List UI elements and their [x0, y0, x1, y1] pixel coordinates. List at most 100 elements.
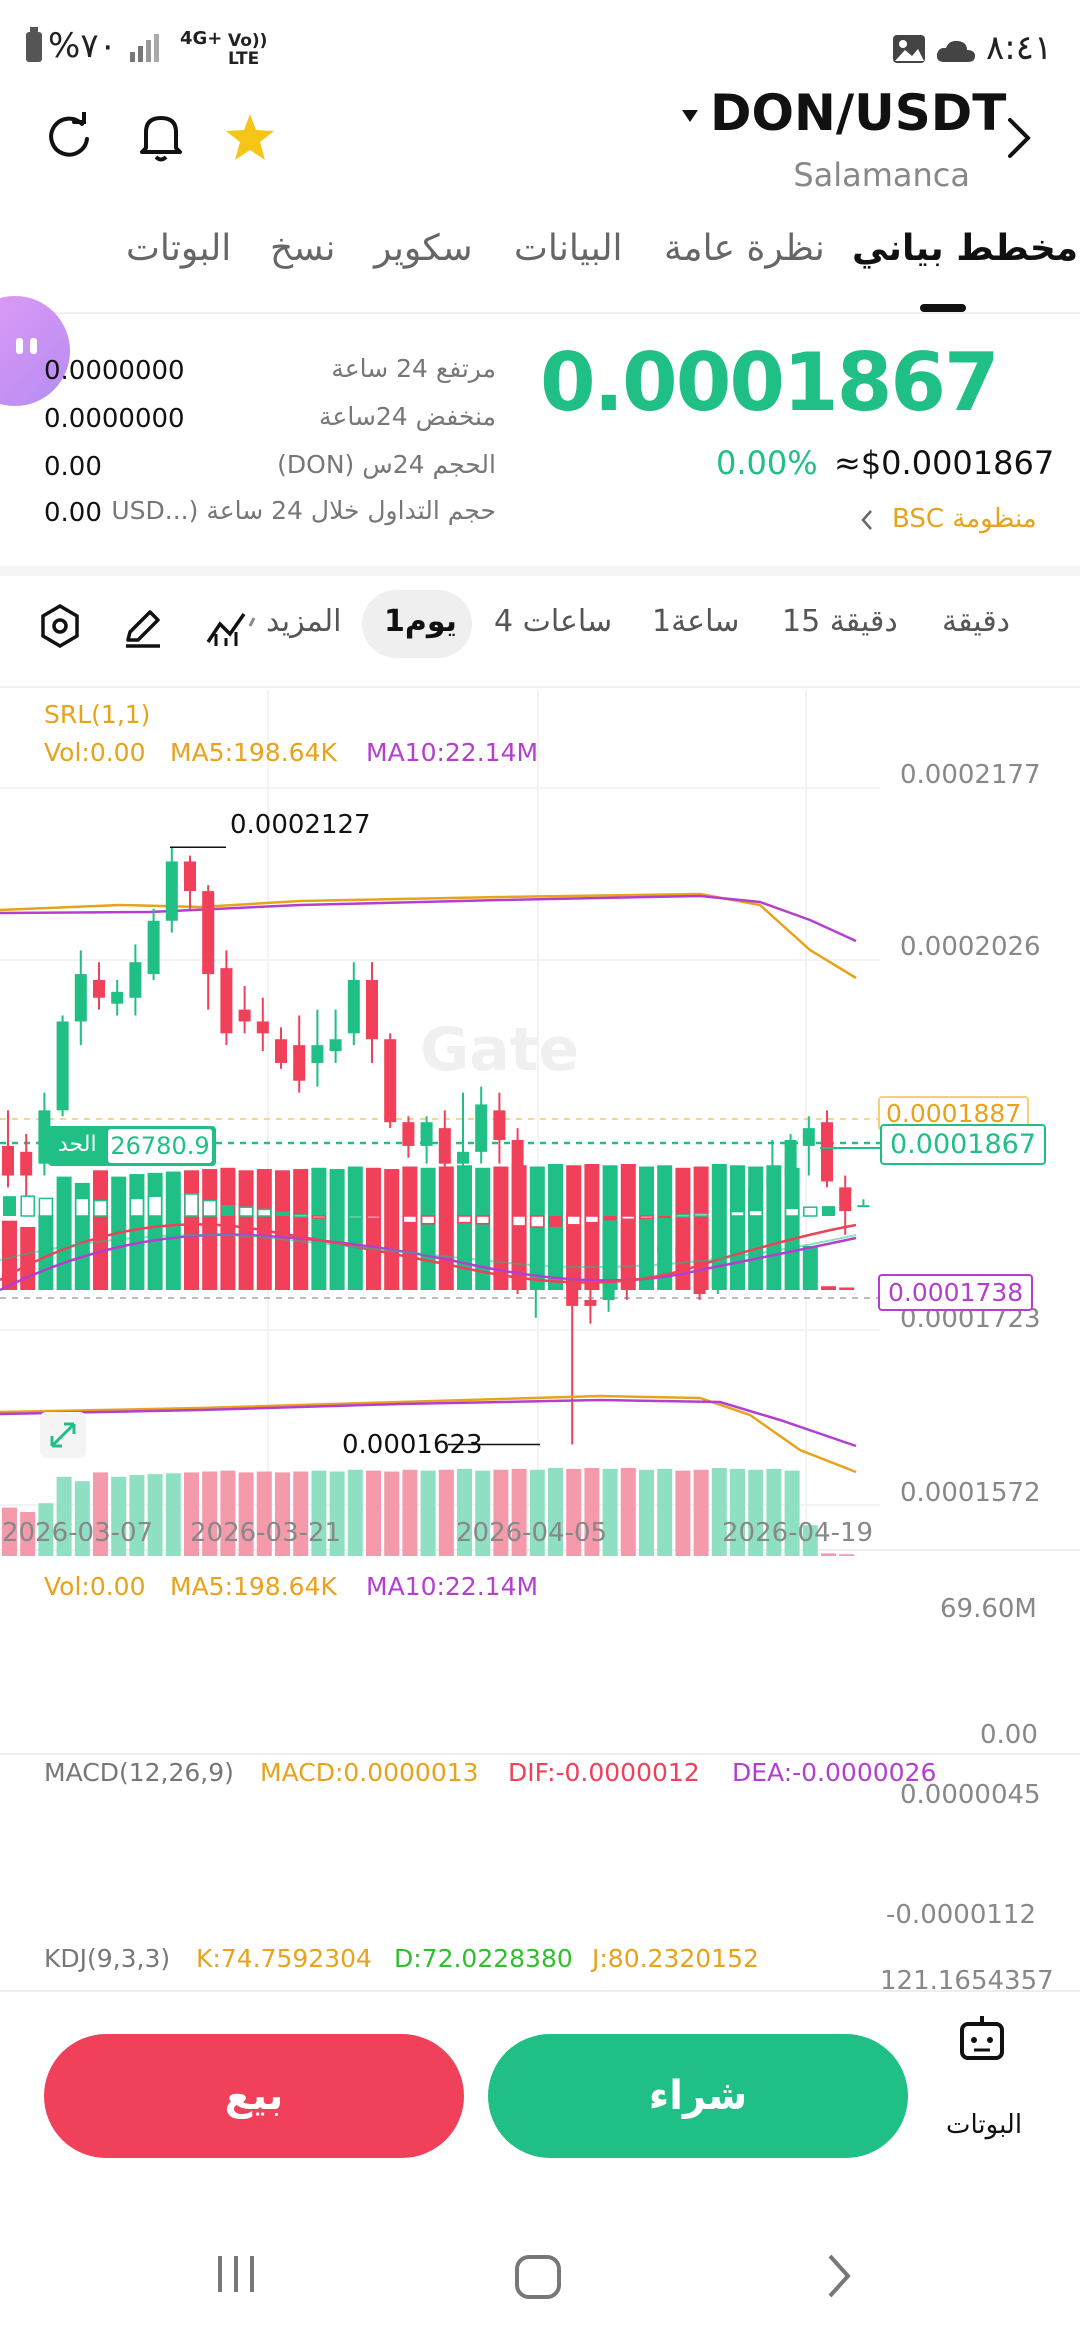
- stat-24h-volume-value: 0.00: [44, 452, 102, 482]
- tab-chart[interactable]: مخطط بياني: [852, 228, 1079, 269]
- volume-bar-main: [366, 1470, 381, 1556]
- chevron-left-icon[interactable]: [860, 508, 874, 532]
- vol-panel-legend: Vol:0.00: [44, 1572, 146, 1601]
- bots-label[interactable]: البوتات: [946, 2110, 1023, 2140]
- candle-body: [111, 991, 124, 1004]
- vol-ma10-line: [0, 1398, 857, 1448]
- tab-square[interactable]: سكوير: [374, 228, 473, 269]
- recent-apps-icon[interactable]: [214, 2254, 260, 2294]
- limit-order-tag[interactable]: الحد 26780.9: [48, 1126, 216, 1166]
- volume-bar: [711, 1164, 727, 1290]
- timeframe-1h[interactable]: 1ساعة: [652, 604, 740, 639]
- timeframe-15m[interactable]: 15 دقيقة: [782, 604, 898, 639]
- home-icon[interactable]: [514, 2254, 562, 2300]
- volume-bar-main: [347, 1469, 363, 1556]
- candle-body: [366, 979, 378, 1040]
- timeframe-more[interactable]: المزيد: [266, 604, 342, 639]
- candle-body: [420, 1122, 433, 1146]
- macd-bar: [494, 1216, 508, 1225]
- stat-24h-low-label: منخفض 24ساعة: [319, 402, 496, 431]
- chevron-right-icon[interactable]: [1004, 116, 1034, 160]
- volume-bar: [202, 1169, 218, 1290]
- volume-bar: [438, 1166, 454, 1290]
- candlestick-chart[interactable]: Gate: [0, 690, 1080, 1990]
- candle-body: [839, 1187, 852, 1212]
- kdj-d: D:72.0228380: [394, 1944, 573, 1973]
- divider: [0, 312, 1080, 314]
- volume-bar: [839, 1287, 855, 1290]
- pair-title[interactable]: DON/USDT: [710, 84, 1007, 142]
- macd-bar: [457, 1215, 472, 1224]
- candle-body: [857, 1205, 870, 1208]
- candle-body: [347, 979, 360, 1034]
- macd-bar: [475, 1215, 490, 1225]
- candle-body: [93, 979, 105, 998]
- buy-button[interactable]: شراء: [488, 2034, 908, 2158]
- indicator-chart-icon[interactable]: [204, 606, 256, 648]
- tab-copy[interactable]: نسخ: [270, 228, 336, 269]
- tab-overview[interactable]: نظرة عامة: [664, 228, 825, 269]
- macd-bar: [730, 1210, 745, 1217]
- tab-bots[interactable]: البوتات: [126, 228, 232, 269]
- macd-bar: [712, 1212, 726, 1216]
- macd-bar: [57, 1200, 71, 1216]
- volume-bar-main: [93, 1472, 108, 1556]
- macd-value: MACD:0.0000013: [260, 1758, 479, 1787]
- macd-bar: [822, 1206, 835, 1216]
- volume-bar-main: [748, 1469, 764, 1556]
- y-tick: 0.0002177: [900, 760, 1041, 790]
- volume-bar-main: [38, 1503, 54, 1556]
- kdj-y-top: 121.1654357: [880, 1966, 1054, 1990]
- y-tick: 0.0002026: [900, 932, 1041, 962]
- volume-bar: [238, 1170, 254, 1290]
- signal-icon: [130, 34, 159, 62]
- volume-bar-main: [220, 1470, 236, 1556]
- candle-body: [457, 1151, 469, 1164]
- volume-bar: [802, 1245, 818, 1290]
- volume-bar-main: [438, 1469, 454, 1556]
- volume-bar: [675, 1167, 691, 1290]
- star-icon[interactable]: [224, 112, 276, 162]
- volume-bar-main: [548, 1468, 563, 1556]
- macd-bar: [385, 1216, 399, 1221]
- back-icon[interactable]: [824, 2252, 854, 2300]
- sell-button[interactable]: بيع: [44, 2034, 464, 2158]
- macd-bar: [293, 1214, 308, 1218]
- macd-bar: [348, 1215, 363, 1219]
- bubble-eye-icon: [30, 338, 37, 354]
- draw-pencil-icon[interactable]: [122, 606, 164, 648]
- expand-chart-button[interactable]: [40, 1412, 86, 1458]
- date-tick: 2026-04-19: [722, 1518, 874, 1548]
- network-label[interactable]: منظومة BSC: [892, 504, 1037, 534]
- macd-bar: [202, 1199, 217, 1217]
- volume-bar: [184, 1170, 199, 1290]
- network-type: 4G+: [180, 28, 223, 49]
- timeframe-1d[interactable]: 1يوم: [384, 604, 457, 639]
- current-price-tag[interactable]: 0.0001867: [880, 1124, 1047, 1165]
- candle-body: [238, 1009, 251, 1022]
- volume-bar-main: [293, 1471, 309, 1556]
- volume-bar-main: [402, 1469, 418, 1556]
- tab-active-indicator: [920, 304, 966, 312]
- macd-dif: DIF:-0.0000012: [508, 1758, 700, 1787]
- dropdown-triangle-icon[interactable]: [680, 108, 700, 124]
- macd-signal-line: [0, 1234, 857, 1269]
- volume-bar: [620, 1164, 636, 1290]
- tab-data[interactable]: البيانات: [514, 228, 623, 269]
- volume-bar-main: [384, 1471, 400, 1556]
- volume-bar-main: [584, 1468, 600, 1556]
- macd-bar: [549, 1216, 562, 1227]
- pair-subtitle: Salamanca: [793, 156, 970, 194]
- chart-area[interactable]: Gate: [0, 690, 1080, 1990]
- bell-icon[interactable]: [136, 110, 186, 164]
- timeframe-4h[interactable]: 4 ساعات: [494, 604, 613, 639]
- high-price-label: 0.0002127: [230, 810, 371, 840]
- timeframe-1m[interactable]: دقيقة: [942, 604, 1011, 639]
- settings-hexagon-icon[interactable]: [40, 604, 80, 648]
- macd-bar: [639, 1215, 654, 1219]
- volume-bar-main: [329, 1471, 345, 1556]
- refresh-icon[interactable]: [44, 112, 94, 162]
- macd-bar: [238, 1206, 254, 1217]
- volume-bar: [748, 1166, 764, 1290]
- bot-icon[interactable]: [956, 2012, 1008, 2064]
